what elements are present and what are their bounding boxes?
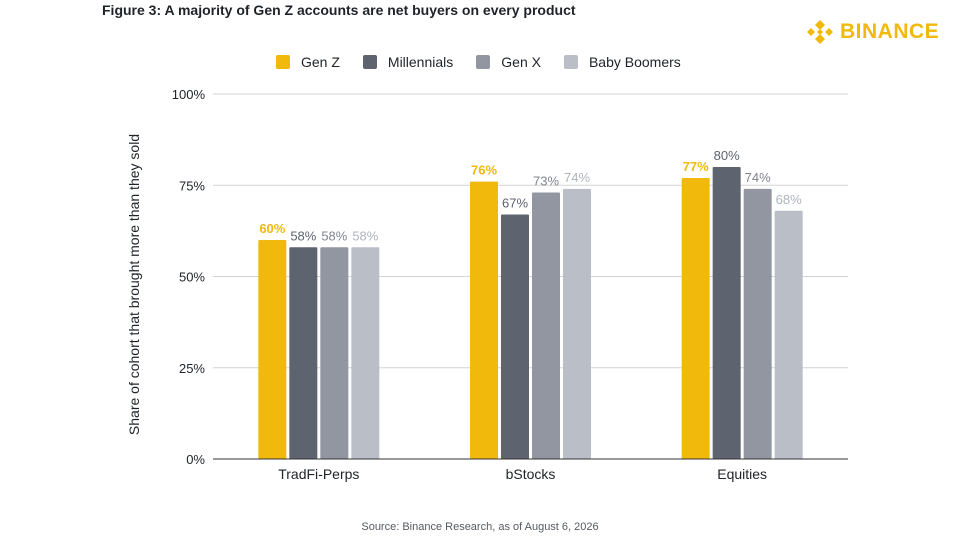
legend-label: Gen X (501, 54, 541, 70)
data-label-bstocks-baby-boomers: 74% (564, 170, 590, 185)
source-note: Source: Binance Research, as of August 6… (361, 521, 599, 533)
data-label-bstocks-gen-z: 76% (471, 163, 497, 178)
y-tick-label: 75% (179, 178, 205, 193)
bar-equities-millennials (712, 167, 741, 459)
binance-logo: BINANCE (806, 17, 939, 47)
data-label-equities-baby-boomers: 68% (776, 192, 802, 207)
legend-swatch (563, 55, 578, 69)
y-axis-label: Share of cohort that brought more than t… (126, 134, 142, 435)
binance-diamond-icon (807, 20, 833, 44)
data-label-tradfi-perps-millennials: 58% (290, 228, 316, 243)
bar-equities-gen-x (743, 188, 772, 459)
data-label-tradfi-perps-baby-boomers: 58% (352, 228, 378, 243)
legend-swatch (362, 55, 377, 69)
bar-bstocks-baby-boomers (563, 188, 591, 459)
x-tick-label: Equities (717, 466, 767, 482)
legend-swatch (276, 55, 290, 69)
bar-bstocks-gen-x (532, 192, 560, 460)
legend-label: Gen Z (301, 54, 340, 70)
bar-equities-baby-boomers (774, 210, 803, 459)
bar-tradfi-perps-gen-z (258, 240, 287, 459)
legend-swatch (476, 55, 491, 69)
bar-bstocks-gen-z (470, 181, 498, 459)
x-tick-label: bStocks (506, 466, 556, 482)
data-label-bstocks-gen-x: 73% (533, 174, 559, 189)
binance-logo-text: BINANCE (840, 20, 940, 43)
legend-item-baby-boomers: Baby Boomers (563, 54, 681, 70)
legend-label: Millennials (387, 54, 454, 70)
legend-item-gen-x: Gen X (476, 54, 541, 70)
y-tick-label: 50% (179, 270, 205, 285)
chart-title: Figure 3: A majority of Gen Z accounts a… (102, 2, 576, 18)
bar-bstocks-millennials (501, 214, 529, 459)
bar-tradfi-perps-baby-boomers (351, 247, 380, 459)
data-label-equities-gen-z: 77% (683, 159, 709, 174)
chart-legend: Gen Z Millennials Gen X Baby Boomers (276, 51, 704, 73)
bar-equities-gen-z (681, 177, 710, 459)
data-label-tradfi-perps-gen-x: 58% (321, 228, 347, 243)
y-tick-label: 0% (186, 452, 205, 467)
data-label-bstocks-millennials: 67% (502, 195, 528, 210)
legend-item-gen-z: Gen Z (276, 54, 340, 70)
bar-tradfi-perps-gen-x (320, 247, 349, 459)
data-label-equities-millennials: 80% (714, 148, 740, 163)
legend-item-millennials: Millennials (362, 54, 454, 70)
y-tick-label: 25% (179, 361, 205, 376)
x-tick-label: TradFi-Perps (278, 466, 359, 482)
data-label-equities-gen-x: 74% (745, 170, 771, 185)
legend-label: Baby Boomers (588, 54, 681, 70)
data-label-tradfi-perps-gen-z: 60% (259, 221, 285, 236)
y-tick-label: 100% (172, 87, 206, 102)
bar-tradfi-perps-millennials (289, 247, 318, 459)
